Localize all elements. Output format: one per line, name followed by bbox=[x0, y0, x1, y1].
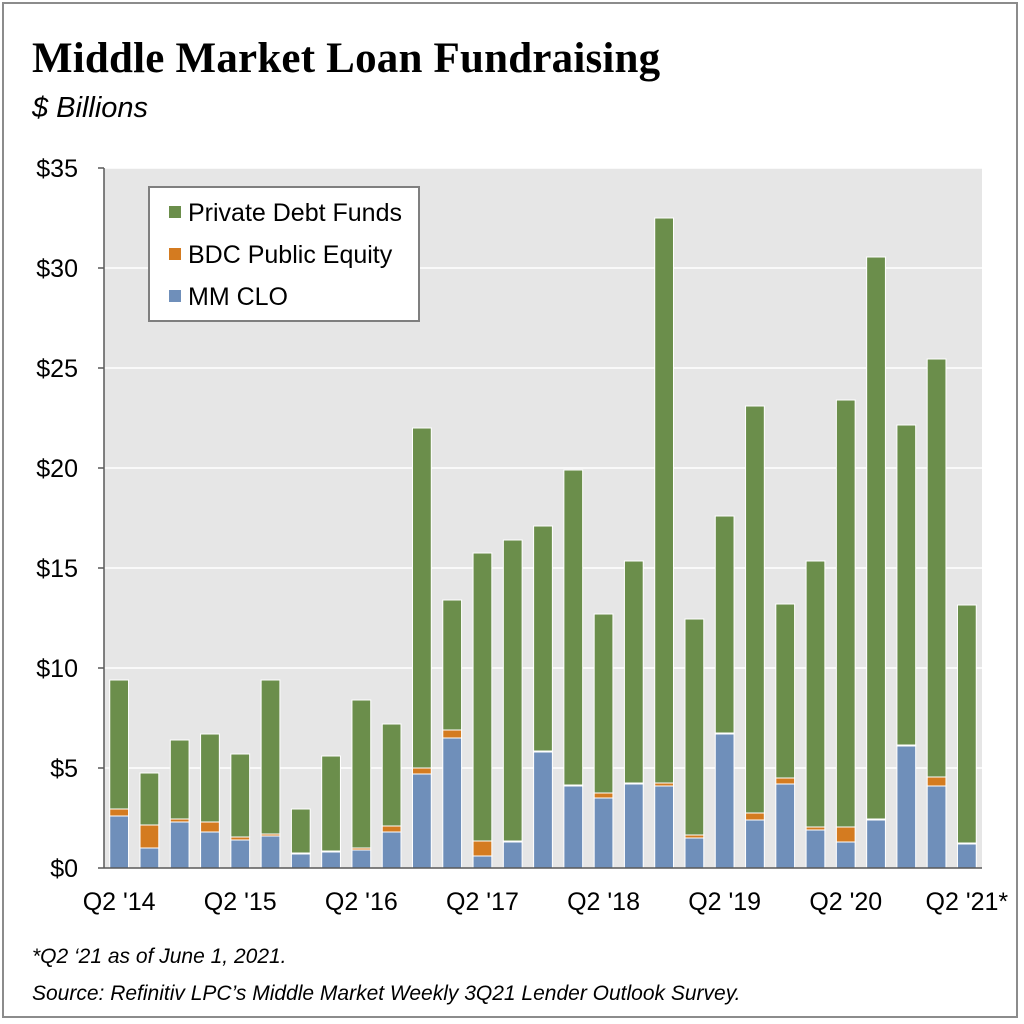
bar-segment-mm-clo bbox=[835, 841, 856, 869]
y-tick-label: $30 bbox=[36, 255, 78, 283]
bar-segment-mm-clo bbox=[745, 819, 765, 869]
bar-segment-private-debt-funds bbox=[684, 618, 705, 836]
chart-source: Source: Refinitiv LPC’s Middle Market We… bbox=[32, 982, 741, 1005]
bar-segment-mm-clo bbox=[260, 835, 281, 869]
bar-segment-mm-clo bbox=[623, 783, 644, 869]
x-tick-label: Q2 '18 bbox=[567, 888, 640, 916]
bar-segment-private-debt-funds bbox=[351, 699, 372, 849]
bar-segment-private-debt-funds bbox=[502, 539, 523, 842]
bar-segment-mm-clo bbox=[502, 841, 523, 869]
bar-segment-mm-clo bbox=[200, 831, 220, 869]
bar-segment-private-debt-funds bbox=[472, 552, 493, 842]
x-tick-label: Q2 '20 bbox=[809, 888, 882, 916]
y-tick-label: $20 bbox=[36, 455, 78, 483]
bar-segment-private-debt-funds bbox=[623, 560, 644, 784]
y-tick-label: $15 bbox=[36, 555, 78, 583]
bar-segment-mm-clo bbox=[381, 831, 402, 869]
bar-segment-private-debt-funds bbox=[230, 753, 251, 838]
bar-segment-mm-clo bbox=[169, 821, 190, 869]
bar-segment-bdc-public-equity bbox=[442, 729, 463, 739]
legend-label: BDC Public Equity bbox=[188, 241, 393, 269]
bar-segment-mm-clo bbox=[321, 851, 341, 869]
bar-segment-private-debt-funds bbox=[321, 755, 341, 852]
bar-segment-mm-clo bbox=[533, 751, 553, 869]
bar-segment-private-debt-funds bbox=[593, 613, 614, 794]
x-tick-label: Q2 '14 bbox=[83, 888, 156, 916]
bar-segment-private-debt-funds bbox=[926, 358, 947, 778]
y-tick-label: $25 bbox=[36, 355, 78, 383]
bar-segment-private-debt-funds bbox=[745, 405, 765, 814]
bar-segment-mm-clo bbox=[139, 847, 160, 869]
bar-segment-private-debt-funds bbox=[533, 525, 553, 752]
bar-segment-mm-clo bbox=[563, 785, 584, 869]
bar-segment-bdc-public-equity bbox=[835, 826, 856, 843]
legend-swatch bbox=[169, 248, 181, 260]
bar-segment-private-debt-funds bbox=[412, 427, 432, 769]
bar-segment-private-debt-funds bbox=[835, 399, 856, 828]
bar-segment-private-debt-funds bbox=[139, 772, 160, 826]
bar-segment-private-debt-funds bbox=[169, 739, 190, 820]
bar-segment-mm-clo bbox=[654, 785, 674, 869]
bar-segment-mm-clo bbox=[230, 839, 251, 869]
bar-segment-private-debt-funds bbox=[200, 733, 220, 823]
bar-segment-mm-clo bbox=[442, 737, 463, 869]
bar-segment-mm-clo bbox=[412, 773, 432, 869]
bar-segment-mm-clo bbox=[775, 783, 796, 869]
bar-segment-mm-clo bbox=[926, 785, 947, 869]
x-tick-label: Q2 '16 bbox=[325, 888, 398, 916]
y-tick-label: $10 bbox=[36, 655, 78, 683]
bar-segment-private-debt-funds bbox=[714, 515, 735, 734]
bar-segment-bdc-public-equity bbox=[472, 840, 493, 857]
bar-segment-private-debt-funds bbox=[896, 424, 917, 746]
bar-segment-mm-clo bbox=[684, 837, 705, 869]
legend-label: MM CLO bbox=[188, 283, 288, 311]
legend-label: Private Debt Funds bbox=[188, 199, 402, 227]
bar-segment-mm-clo bbox=[593, 797, 614, 869]
bar-segment-bdc-public-equity bbox=[139, 824, 160, 849]
bar-segment-mm-clo bbox=[896, 745, 917, 869]
bar-segment-private-debt-funds bbox=[381, 723, 402, 827]
y-tick-label: $0 bbox=[50, 855, 78, 883]
bar-segment-private-debt-funds bbox=[775, 603, 796, 779]
bar-segment-private-debt-funds bbox=[442, 599, 463, 731]
x-tick-label: Q2 '15 bbox=[204, 888, 277, 916]
bar-segment-private-debt-funds bbox=[866, 256, 886, 820]
bar-segment-mm-clo bbox=[956, 843, 977, 869]
bar-segment-mm-clo bbox=[805, 829, 826, 869]
x-tick-label: Q2 '17 bbox=[446, 888, 519, 916]
y-tick-label: $5 bbox=[50, 755, 78, 783]
bar-segment-bdc-public-equity bbox=[200, 821, 220, 833]
bar-segment-mm-clo bbox=[109, 815, 130, 869]
bar-segment-bdc-public-equity bbox=[745, 812, 765, 821]
chart-footnote: *Q2 ‘21 as of June 1, 2021. bbox=[32, 945, 287, 968]
legend-box bbox=[148, 186, 420, 322]
bar-segment-bdc-public-equity bbox=[593, 792, 614, 799]
bar-segment-mm-clo bbox=[290, 853, 311, 869]
bar-segment-private-debt-funds bbox=[290, 808, 311, 854]
bar-segment-bdc-public-equity bbox=[381, 825, 402, 833]
bar-segment-private-debt-funds bbox=[654, 217, 674, 784]
bar-segment-bdc-public-equity bbox=[412, 767, 432, 775]
bar-segment-private-debt-funds bbox=[109, 679, 130, 810]
bar-segment-mm-clo bbox=[351, 849, 372, 869]
bar-segment-bdc-public-equity bbox=[775, 777, 796, 785]
bar-segment-mm-clo bbox=[472, 855, 493, 869]
bar-segment-private-debt-funds bbox=[260, 679, 281, 835]
chart-title: Middle Market Loan Fundraising bbox=[32, 35, 661, 82]
chart-subtitle: $ Billions bbox=[32, 92, 149, 124]
bar-segment-mm-clo bbox=[714, 733, 735, 869]
bar-segment-private-debt-funds bbox=[956, 604, 977, 844]
y-tick-label: $35 bbox=[36, 155, 78, 183]
legend-swatch bbox=[169, 290, 181, 302]
bar-segment-mm-clo bbox=[866, 819, 886, 869]
legend-swatch bbox=[169, 206, 181, 218]
bar-segment-private-debt-funds bbox=[563, 469, 584, 786]
x-tick-label: Q2 '21* bbox=[926, 888, 1009, 916]
bar-segment-private-debt-funds bbox=[805, 560, 826, 828]
x-tick-label: Q2 '19 bbox=[688, 888, 761, 916]
bar-segment-bdc-public-equity bbox=[926, 776, 947, 787]
bar-segment-bdc-public-equity bbox=[109, 808, 130, 817]
